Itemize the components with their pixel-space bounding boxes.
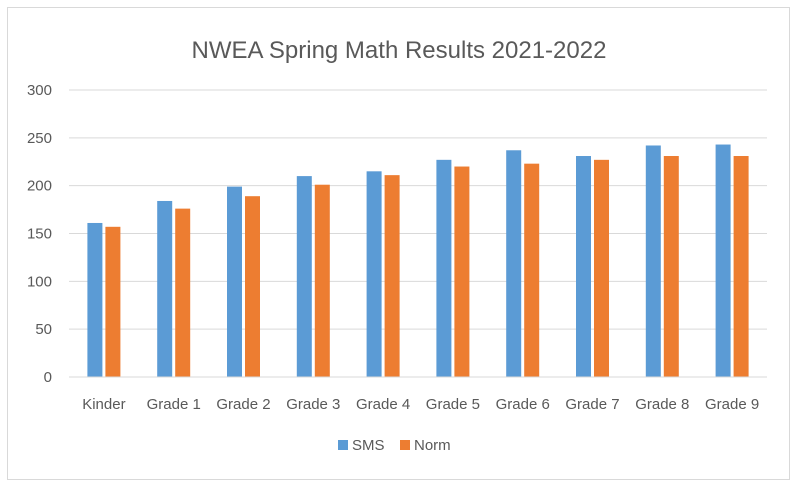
bars <box>69 144 767 378</box>
legend-label-sms: SMS <box>352 437 385 454</box>
y-axis-ticks: 0 50 100 150 200 250 300 <box>27 82 52 386</box>
y-tick-label: 250 <box>27 130 52 147</box>
bar-norm-0 <box>105 226 121 377</box>
x-tick-label: Grade 1 <box>147 396 201 413</box>
legend-swatch-sms <box>338 440 348 450</box>
bar-norm-9 <box>733 156 749 377</box>
bar-norm-2 <box>245 196 260 377</box>
x-tick-label: Grade 2 <box>216 396 270 413</box>
x-axis-ticks: Kinder Grade 1 Grade 2 Grade 3 Grade 4 Grade … <box>82 396 759 413</box>
bar-sms-8 <box>645 145 661 377</box>
bar-sms-2 <box>227 186 242 377</box>
y-tick-label: 50 <box>35 321 52 338</box>
x-tick-label: Grade 5 <box>426 396 480 413</box>
legend: SMS Norm <box>338 437 451 454</box>
legend-swatch-norm <box>400 440 410 450</box>
legend-label-norm: Norm <box>414 437 451 454</box>
y-tick-label: 0 <box>44 369 52 386</box>
chart-title: NWEA Spring Math Results 2021-2022 <box>192 37 607 64</box>
x-tick-label: Grade 7 <box>565 396 619 413</box>
x-tick-label: Grade 6 <box>496 396 550 413</box>
y-tick-label: 300 <box>27 82 52 99</box>
bar-norm-6 <box>524 163 540 377</box>
bar-sms-1 <box>157 200 173 377</box>
bar-norm-7 <box>594 159 609 377</box>
bar-norm-1 <box>175 208 191 377</box>
bar-norm-8 <box>663 156 679 377</box>
bar-norm-4 <box>384 175 400 377</box>
bar-sms-6 <box>506 150 522 377</box>
bar-sms-4 <box>366 171 382 377</box>
bar-sms-7 <box>576 156 591 377</box>
x-tick-label: Grade 3 <box>286 396 340 413</box>
y-tick-label: 100 <box>27 273 52 290</box>
bar-sms-5 <box>436 159 452 377</box>
bar-sms-9 <box>715 144 731 377</box>
bar-sms-0 <box>87 222 103 377</box>
x-tick-label: Kinder <box>82 396 125 413</box>
x-tick-label: Grade 8 <box>635 396 689 413</box>
y-tick-label: 150 <box>27 226 52 243</box>
gridlines <box>69 89 767 378</box>
y-tick-label: 200 <box>27 178 52 195</box>
bar-norm-5 <box>454 166 470 377</box>
bar-norm-3 <box>314 184 330 377</box>
x-tick-label: Grade 9 <box>705 396 759 413</box>
x-tick-label: Grade 4 <box>356 396 410 413</box>
bar-sms-3 <box>296 176 312 377</box>
